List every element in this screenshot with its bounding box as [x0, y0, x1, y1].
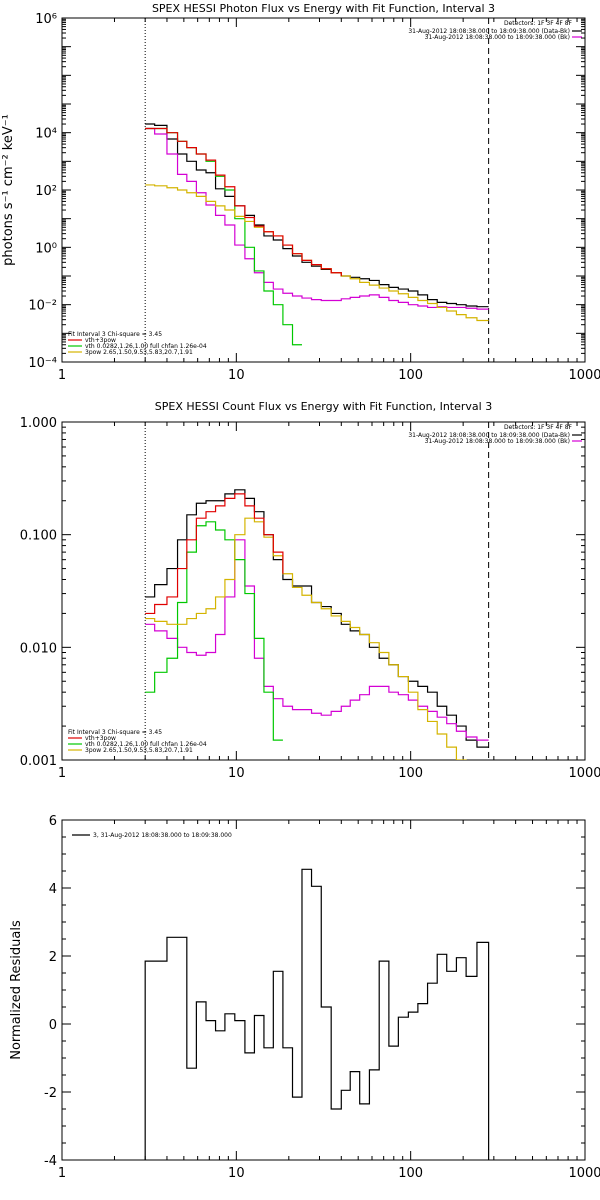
chart-title: SPEX HESSI Photon Flux vs Energy with Fi… — [152, 2, 495, 15]
y-tick-label: 10⁻⁴ — [28, 356, 57, 371]
y-tick-label: 10⁻² — [28, 299, 57, 314]
x-tick-label: 1000 — [568, 766, 600, 781]
fit-legend-entry-label: 3pow 2.65,1.50,9.53,5.83,20.7,1.91 — [85, 349, 193, 356]
y-tick-label: 0.010 — [20, 641, 57, 656]
chart-title: SPEX HESSI Count Flux vs Energy with Fit… — [155, 400, 492, 413]
plot-frame — [61, 819, 586, 1161]
x-tick-label: 1000 — [568, 1166, 600, 1181]
histogram-series-0 — [144, 868, 490, 1160]
y-tick-label: 2 — [49, 950, 57, 965]
x-tick-label: 100 — [398, 766, 423, 781]
histogram-series-1 — [145, 127, 489, 310]
plot-frame — [61, 17, 586, 363]
y-tick-label: -4 — [44, 1154, 57, 1169]
y-tick-label: 6 — [49, 814, 57, 829]
x-tick-label: 10 — [228, 1166, 245, 1181]
fit-legend-header: Fit Interval 3 Chi-square = 3.45 — [68, 729, 162, 736]
data-area — [145, 123, 489, 346]
y-tick-label: 0 — [49, 1018, 57, 1033]
legend-header: Detectors: 1F 3F 4F 8F — [504, 20, 573, 27]
count-flux-panel: SPEX HESSI Count Flux vs Energy with Fit… — [20, 400, 600, 781]
x-tick-label: 100 — [398, 1166, 423, 1181]
x-tick-label: 1 — [58, 368, 66, 383]
x-tick-label: 1 — [58, 766, 66, 781]
x-tick-label: 1000 — [568, 368, 600, 383]
histogram-series-0 — [145, 123, 489, 308]
histogram-series-4 — [145, 127, 342, 276]
y-tick-label: 0.100 — [20, 529, 57, 544]
histogram-series-2 — [145, 127, 302, 346]
plot-frame — [61, 421, 586, 761]
histogram-series-4 — [145, 493, 284, 615]
y-tick-label: 10⁴ — [35, 127, 57, 142]
y-tick-label: 10⁶ — [35, 12, 57, 27]
fit-legend-entry-label: vth 0.0282,1.26,1.00 full chfan 1.26e-04 — [85, 741, 207, 748]
data-area — [144, 868, 490, 1160]
legend-entry-label: 31-Aug-2012 18:08:38.000 to 18:09:38.000… — [408, 28, 570, 35]
fit-legend-entry-label: vth 0.0282,1.26,1.00 full chfan 1.26e-04 — [85, 343, 207, 350]
histogram-series-2 — [145, 521, 283, 741]
data-area — [145, 489, 489, 760]
y-tick-label: 1.000 — [20, 416, 57, 431]
y-tick-label: 10⁰ — [35, 241, 57, 256]
histogram-series-3 — [145, 517, 467, 760]
y-tick-label: 0.001 — [20, 754, 57, 769]
histogram-series-1 — [145, 539, 489, 741]
x-tick-label: 100 — [398, 368, 423, 383]
fit-legend-entry-label: vth+3pow — [85, 337, 116, 344]
y-tick-label: -2 — [44, 1086, 57, 1101]
legend-entry-label: 3, 31-Aug-2012 18:08:38.000 to 18:09:38.… — [93, 832, 232, 839]
photon-flux-panel: SPEX HESSI Photon Flux vs Energy with Fi… — [1, 2, 600, 383]
legend-entry-label: 31-Aug-2012 18:08:38.000 to 18:09:38.000… — [425, 34, 570, 41]
y-tick-label: 4 — [49, 882, 57, 897]
x-tick-label: 1 — [58, 1166, 66, 1181]
legend-entry-label: 31-Aug-2012 18:08:38.000 to 18:09:38.000… — [425, 438, 570, 445]
fit-legend-entry-label: vth+3pow — [85, 735, 116, 742]
x-tick-label: 10 — [228, 368, 245, 383]
x-tick-label: 10 — [228, 766, 245, 781]
fit-legend-header: Fit Interval 3 Chi-square = 3.45 — [68, 331, 162, 338]
legend-header: Detectors: 1F 3F 4F 8F — [504, 424, 573, 431]
y-tick-label: 10² — [35, 184, 57, 199]
y-axis-label: photons s⁻¹ cm⁻² keV⁻¹ — [1, 114, 16, 266]
fit-legend-entry-label: 3pow 2.65,1.50,9.53,5.83,20.7,1.91 — [85, 747, 193, 754]
residuals-panel: Normalized Residuals 1 10 100 1000 -4 -2 0 2 4 6 3,… — [9, 814, 600, 1181]
y-axis-label: Normalized Residuals — [9, 920, 24, 1060]
legend-entry-label: 31-Aug-2012 18:08:38.000 to 18:09:38.000… — [408, 432, 570, 439]
